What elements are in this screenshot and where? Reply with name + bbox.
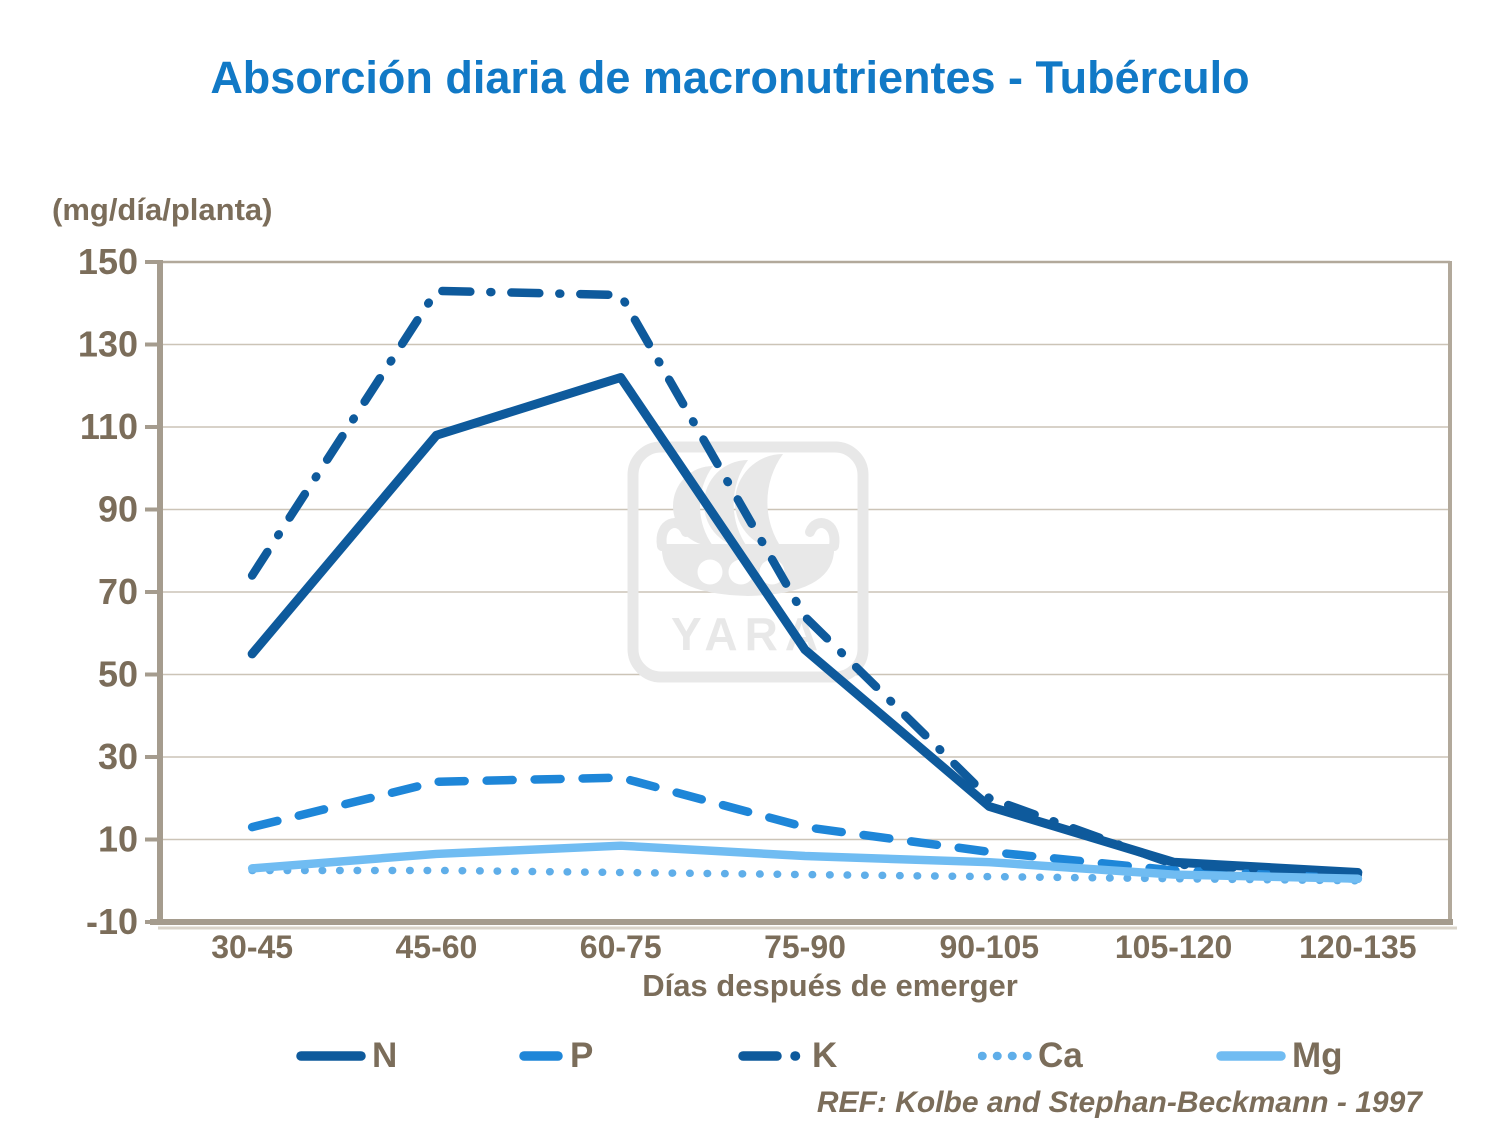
watermark-frame xyxy=(627,441,869,683)
legend-swatch-Ca xyxy=(978,1051,1032,1061)
legend-item-P: P xyxy=(518,1036,593,1076)
reference-text: REF: Kolbe and Stephan-Beckmann - 1997 xyxy=(816,1086,1422,1119)
y-tick-label: 150 xyxy=(78,241,138,282)
y-tick-label: -10 xyxy=(86,901,138,942)
x-axis-title: Días después de emerger xyxy=(642,968,1018,1003)
y-tick-label: 10 xyxy=(98,819,138,860)
legend-swatch-K xyxy=(738,1051,801,1061)
y-tick-label: 130 xyxy=(78,324,138,365)
legend-label-N: N xyxy=(372,1036,398,1075)
series-line-K xyxy=(247,286,1363,879)
watermark-stern-curl-icon xyxy=(805,518,840,551)
legend-label-Mg: Mg xyxy=(1292,1036,1343,1075)
legend-label-Ca: Ca xyxy=(1038,1036,1083,1075)
legend-label-P: P xyxy=(570,1036,594,1075)
x-tick-label: 90-105 xyxy=(939,929,1039,965)
x-tick-label: 105-120 xyxy=(1115,929,1232,965)
chart-title: Absorción diaria de macronutrientes - Tu… xyxy=(210,52,1250,103)
legend-label-K: K xyxy=(812,1036,838,1075)
watermark-sail-icon xyxy=(735,454,783,550)
legend-item-Ca: Ca xyxy=(978,1036,1083,1076)
watermark-prow-curl-icon xyxy=(656,518,691,551)
y-tick-label: 50 xyxy=(98,654,138,695)
y-axis-unit-label: (mg/día/planta) xyxy=(52,192,273,227)
legend-item-Mg: Mg xyxy=(1216,1036,1343,1076)
x-tick-label: 45-60 xyxy=(396,929,478,965)
x-tick-label: 120-135 xyxy=(1299,929,1416,965)
series-line-Mg xyxy=(247,841,1363,883)
x-tick-label: 60-75 xyxy=(580,929,662,965)
legend-swatch-Mg xyxy=(1216,1051,1286,1061)
y-tick-label: 90 xyxy=(98,489,138,530)
y-tick-label: 30 xyxy=(98,736,138,777)
watermark-sail-icon xyxy=(704,460,748,548)
legend-swatch-P xyxy=(519,1051,563,1061)
y-tick-label: 110 xyxy=(80,406,138,447)
y-tick-label: 70 xyxy=(98,571,138,612)
series-line-N xyxy=(247,373,1363,877)
x-tick-label: 75-90 xyxy=(764,929,846,965)
legend-item-N: N xyxy=(296,1036,397,1076)
x-tick-label: 30-45 xyxy=(211,929,293,965)
legend-item-K: K xyxy=(738,1036,837,1076)
legend-swatch-N xyxy=(296,1051,366,1061)
watermark-hull-hole xyxy=(697,559,723,585)
